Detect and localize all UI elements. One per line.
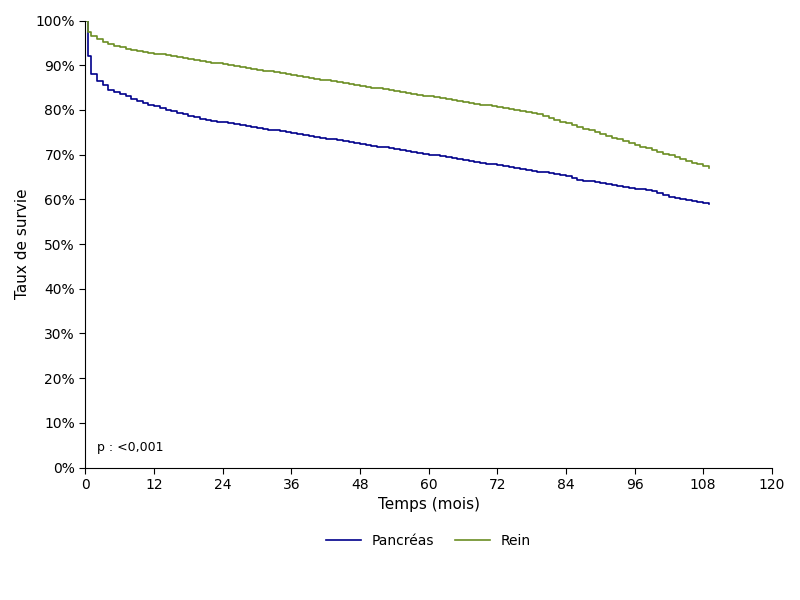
Pancréas xyxy=(441,154,450,161)
Rein xyxy=(682,157,691,164)
Pancréas xyxy=(682,197,691,204)
Y-axis label: Taux de survie: Taux de survie xyxy=(15,188,30,299)
Legend: Pancréas, Rein: Pancréas, Rein xyxy=(321,528,537,553)
Rein xyxy=(81,17,90,24)
Rein xyxy=(366,84,376,91)
Line: Rein: Rein xyxy=(86,20,709,168)
Rein xyxy=(310,75,319,82)
Rein xyxy=(218,61,227,68)
Rein xyxy=(441,95,450,103)
Line: Pancréas: Pancréas xyxy=(86,20,709,204)
Pancréas xyxy=(366,142,376,149)
Pancréas xyxy=(235,121,245,128)
Pancréas xyxy=(81,17,90,24)
Rein xyxy=(235,64,245,71)
Text: p : <0,001: p : <0,001 xyxy=(97,441,163,454)
Pancréas xyxy=(310,133,319,140)
X-axis label: Temps (mois): Temps (mois) xyxy=(378,497,480,512)
Pancréas xyxy=(218,119,227,126)
Rein xyxy=(704,164,714,172)
Pancréas xyxy=(704,200,714,208)
